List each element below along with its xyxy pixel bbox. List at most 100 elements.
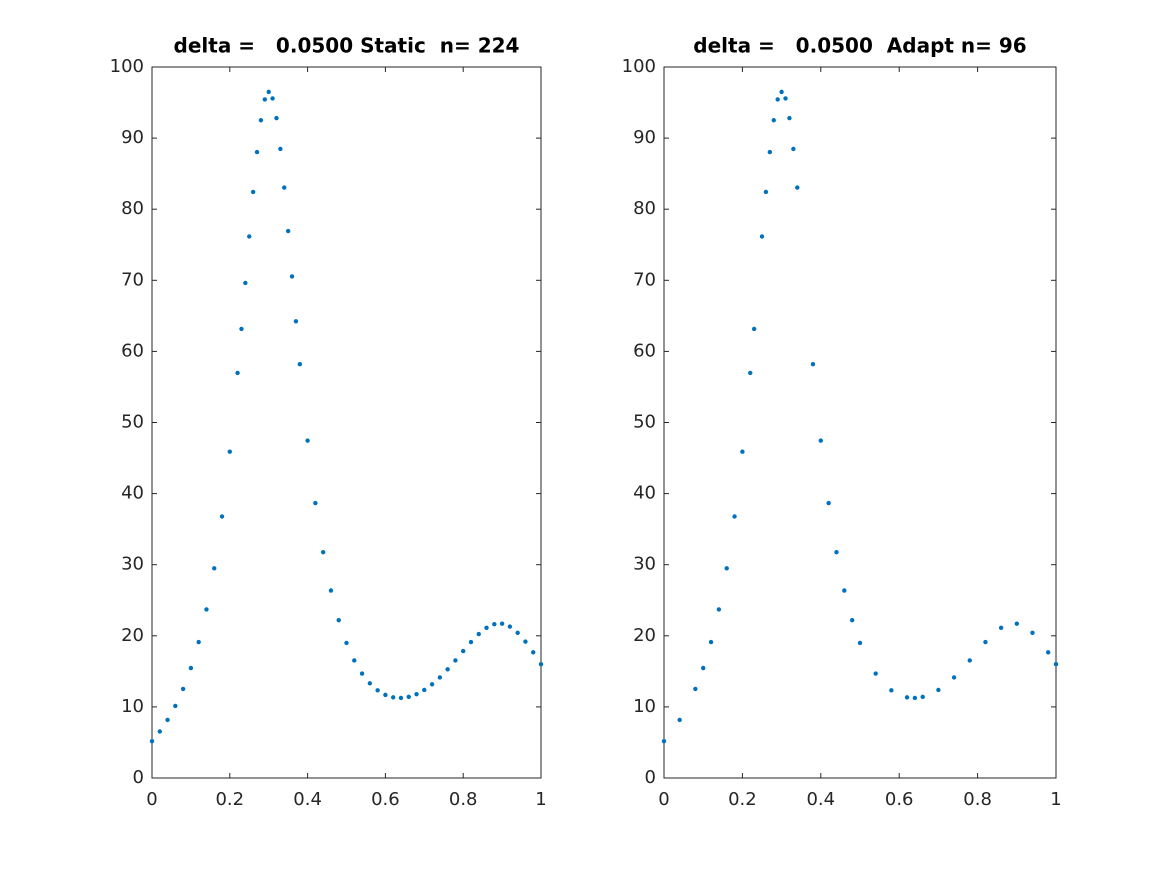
point [180, 686, 186, 692]
point [359, 671, 365, 676]
point [849, 617, 855, 623]
point [270, 96, 275, 101]
y-tick-label: 100 [110, 56, 144, 77]
point [791, 146, 796, 152]
y-tick-label: 80 [121, 198, 144, 219]
point [775, 97, 780, 102]
point [320, 549, 326, 555]
point [414, 691, 419, 697]
point [523, 639, 528, 644]
point [507, 624, 513, 629]
point [998, 625, 1004, 630]
point [243, 280, 248, 286]
point [235, 370, 240, 376]
x-tick-label: 0.2 [215, 789, 244, 810]
point [732, 514, 737, 519]
point [437, 675, 443, 680]
point [716, 607, 722, 612]
point [262, 97, 268, 102]
point [398, 695, 404, 701]
y-tick-label: 100 [622, 56, 656, 77]
point [313, 500, 318, 506]
point [293, 319, 299, 324]
x-tick-label: 0.8 [963, 789, 992, 810]
y-tick-label: 30 [633, 554, 656, 575]
point [375, 688, 380, 693]
point [1030, 630, 1035, 636]
y-tick-label: 10 [633, 696, 656, 717]
point [328, 588, 334, 593]
point [247, 234, 252, 239]
point [461, 648, 466, 654]
point [912, 695, 918, 701]
point [258, 118, 264, 123]
point [212, 566, 217, 571]
y-tick-label: 80 [633, 198, 656, 219]
x-tick-label: 0.8 [449, 789, 478, 810]
point [834, 549, 839, 555]
point [936, 687, 941, 693]
point [889, 688, 894, 693]
point [951, 675, 957, 680]
point [818, 438, 823, 443]
point [165, 717, 170, 723]
point [468, 639, 474, 645]
point [285, 228, 291, 234]
point [492, 621, 497, 627]
y-tick-label: 0 [645, 767, 656, 788]
point [196, 639, 201, 645]
point [826, 500, 831, 506]
point [515, 630, 520, 636]
point [767, 149, 773, 155]
point [1053, 662, 1059, 667]
point [149, 738, 155, 744]
y-tick-label: 60 [121, 340, 144, 361]
point [367, 681, 373, 686]
point [383, 692, 388, 698]
x-tick-label: 0.4 [293, 789, 322, 810]
point [857, 640, 863, 646]
chart-title: delta = 0.0500 Static n= 224 [174, 34, 520, 58]
point [282, 185, 287, 190]
point [1045, 650, 1051, 655]
point [701, 665, 706, 671]
point [157, 729, 162, 734]
point [748, 370, 753, 376]
point [219, 514, 225, 519]
point [795, 185, 800, 190]
y-tick-label: 30 [121, 554, 144, 575]
point [406, 694, 411, 700]
point [274, 115, 279, 121]
point [227, 449, 232, 454]
point [677, 717, 682, 723]
x-tick-label: 0.6 [371, 789, 400, 810]
x-tick-label: 0.4 [806, 789, 835, 810]
point [173, 703, 178, 709]
point [499, 621, 505, 626]
point [693, 686, 698, 692]
point [708, 639, 714, 645]
point [278, 146, 283, 152]
y-tick-label: 60 [633, 340, 656, 361]
point [239, 326, 244, 332]
point [810, 361, 816, 367]
point [842, 588, 847, 593]
point [344, 640, 349, 646]
point [751, 326, 757, 332]
point [771, 118, 776, 123]
point [266, 89, 271, 95]
point [724, 566, 729, 571]
point [531, 650, 536, 655]
y-tick-label: 20 [633, 625, 656, 646]
point [250, 189, 256, 195]
point [1014, 621, 1019, 626]
chart-title: delta = 0.0500 Adapt n= 96 [693, 34, 1026, 58]
y-tick-label: 40 [633, 483, 656, 504]
y-tick-label: 0 [133, 767, 144, 788]
y-tick-label: 90 [121, 127, 144, 148]
point [297, 361, 303, 367]
y-tick-label: 40 [121, 483, 144, 504]
point [188, 665, 194, 671]
x-tick-label: 0 [658, 789, 669, 810]
